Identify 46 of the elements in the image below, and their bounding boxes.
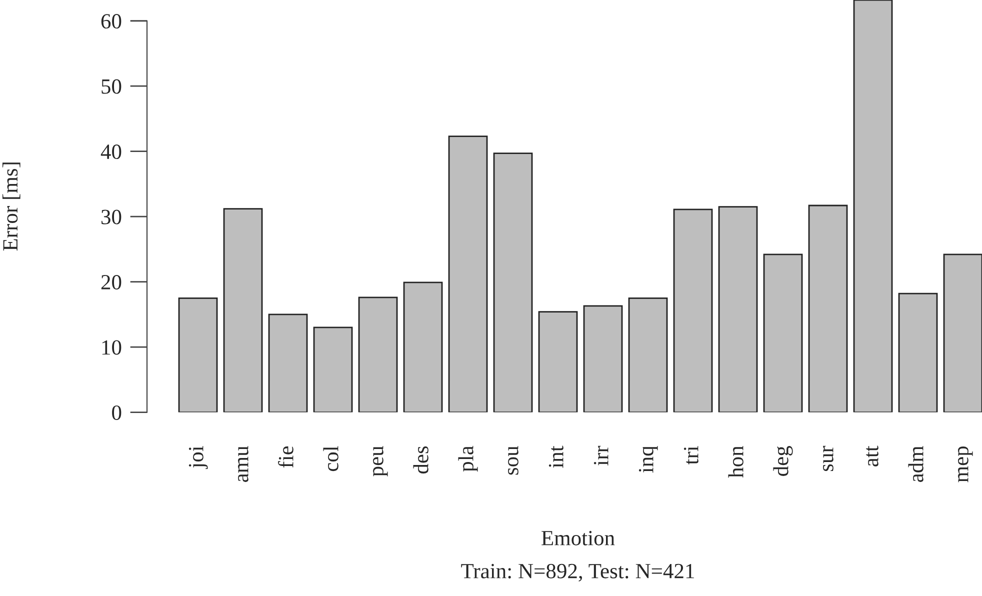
x-tick-label: deg [773,446,793,476]
x-tick-label: hon [728,446,744,478]
bar [403,282,443,412]
y-tick-label: 60 [101,14,122,29]
bar [718,206,758,412]
text: Train: N=892, Test: N=421 [461,564,694,582]
bar [853,0,893,412]
y-tick-label: 30 [102,210,122,224]
y-tick-label: 40 [100,144,122,160]
x-tick-label: amu [238,446,248,482]
bar [178,297,218,412]
bar [808,204,848,412]
x-tick-label: col [323,446,338,472]
bar [763,254,803,412]
x-tick-label: mep [958,446,973,482]
x-tick-label: tri [684,446,698,465]
x-tick-label: pla [458,446,478,472]
x-tick-label: sou [508,446,518,475]
bar [448,136,488,412]
x-tick-label: int [548,446,564,468]
bar [313,326,353,412]
y-tick-label: 50 [102,79,122,94]
x-tick-label: des [413,446,428,474]
bar [898,292,938,412]
y-axis-title: Error [ms] [2,162,20,251]
bar [628,297,668,412]
x-tick-label: att [866,446,878,466]
x-tick-label: peu [373,446,388,476]
x-tick-label: adm [908,446,924,482]
y-tick-label: 0 [112,405,122,420]
x-tick-label: sur [823,446,834,472]
bar [943,254,982,412]
bar [268,314,308,412]
bar [358,296,398,412]
y-tick-label: 10 [102,340,122,355]
x-axis-title: Emotion [542,530,615,546]
bar [223,208,263,412]
x-tick-label: fie [278,446,294,468]
bar [493,152,533,412]
x-tick-label: joi [188,446,208,469]
bar [538,311,578,412]
x-tick-label: inq [638,446,658,473]
bar [583,305,623,412]
bar [673,208,713,412]
y-tick-label: 20 [101,274,122,290]
x-tick-label: irr [594,446,608,466]
